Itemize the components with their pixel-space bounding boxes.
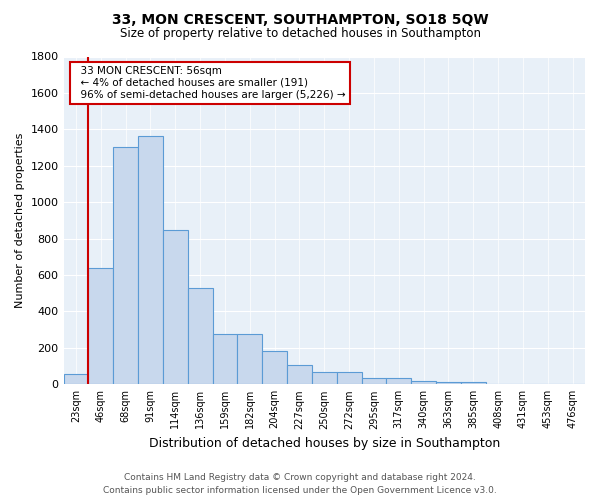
- Bar: [386, 378, 411, 384]
- Bar: [436, 382, 461, 384]
- Bar: [64, 374, 88, 384]
- Text: Size of property relative to detached houses in Southampton: Size of property relative to detached ho…: [119, 28, 481, 40]
- Bar: [188, 288, 212, 384]
- Y-axis label: Number of detached properties: Number of detached properties: [15, 132, 25, 308]
- Bar: [461, 382, 485, 384]
- X-axis label: Distribution of detached houses by size in Southampton: Distribution of detached houses by size …: [149, 437, 500, 450]
- Bar: [138, 136, 163, 384]
- Bar: [238, 334, 262, 384]
- Text: 33 MON CRESCENT: 56sqm
  ← 4% of detached houses are smaller (191)
  96% of semi: 33 MON CRESCENT: 56sqm ← 4% of detached …: [74, 66, 346, 100]
- Bar: [88, 268, 113, 384]
- Text: 33, MON CRESCENT, SOUTHAMPTON, SO18 5QW: 33, MON CRESCENT, SOUTHAMPTON, SO18 5QW: [112, 12, 488, 26]
- Bar: [287, 365, 312, 384]
- Bar: [113, 146, 138, 384]
- Bar: [411, 380, 436, 384]
- Bar: [212, 334, 238, 384]
- Bar: [337, 372, 362, 384]
- Bar: [262, 350, 287, 384]
- Text: Contains HM Land Registry data © Crown copyright and database right 2024.
Contai: Contains HM Land Registry data © Crown c…: [103, 474, 497, 495]
- Bar: [362, 378, 386, 384]
- Bar: [312, 372, 337, 384]
- Bar: [163, 230, 188, 384]
